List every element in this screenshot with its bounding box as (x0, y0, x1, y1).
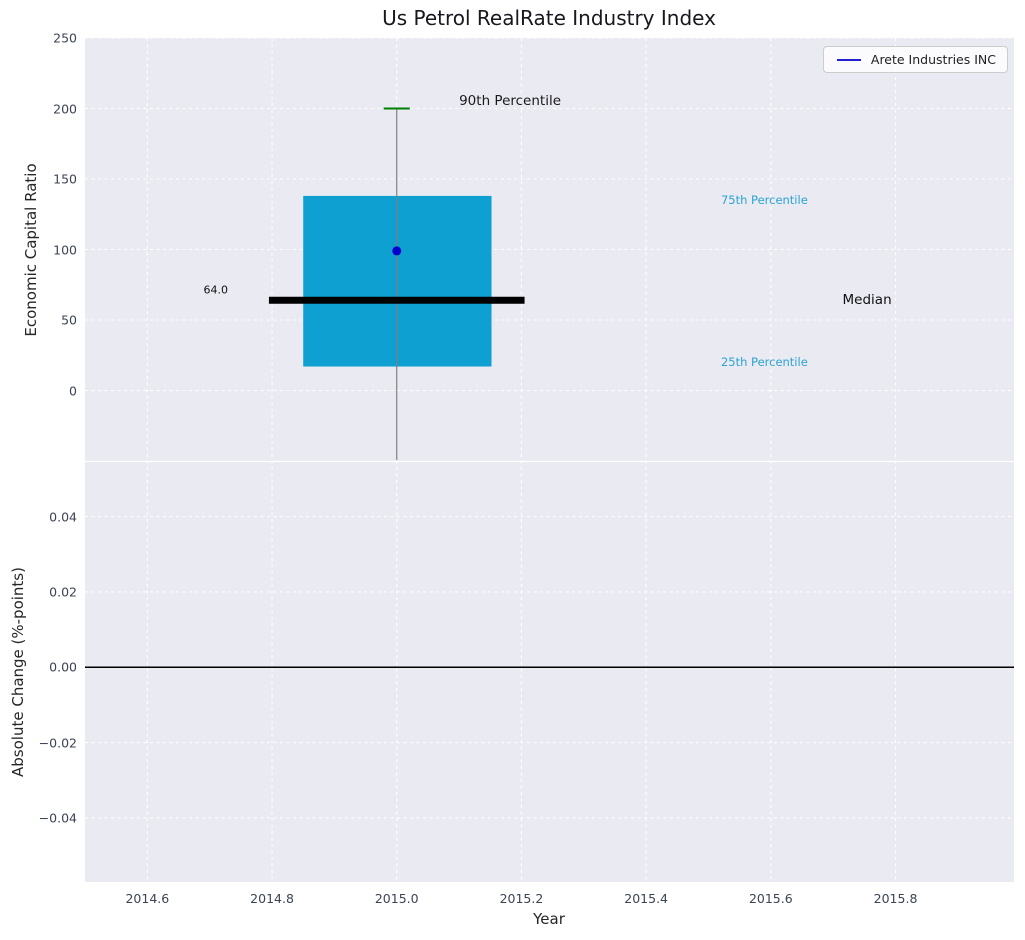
legend-line-icon (836, 58, 861, 61)
y-axis-label-top: Economic Capital Ratio (22, 163, 40, 337)
x-axis-label: Year (533, 910, 565, 928)
company-point (392, 246, 402, 256)
y-axis-label-bottom: Absolute Change (%-points) (9, 567, 27, 777)
plot-background (85, 38, 1014, 882)
chart-title: Us Petrol RealRate Industry Index (382, 6, 716, 30)
percentile-box (303, 195, 492, 367)
legend-label: Arete Industries INC (870, 52, 996, 67)
legend: Arete Industries INC (822, 46, 1008, 73)
